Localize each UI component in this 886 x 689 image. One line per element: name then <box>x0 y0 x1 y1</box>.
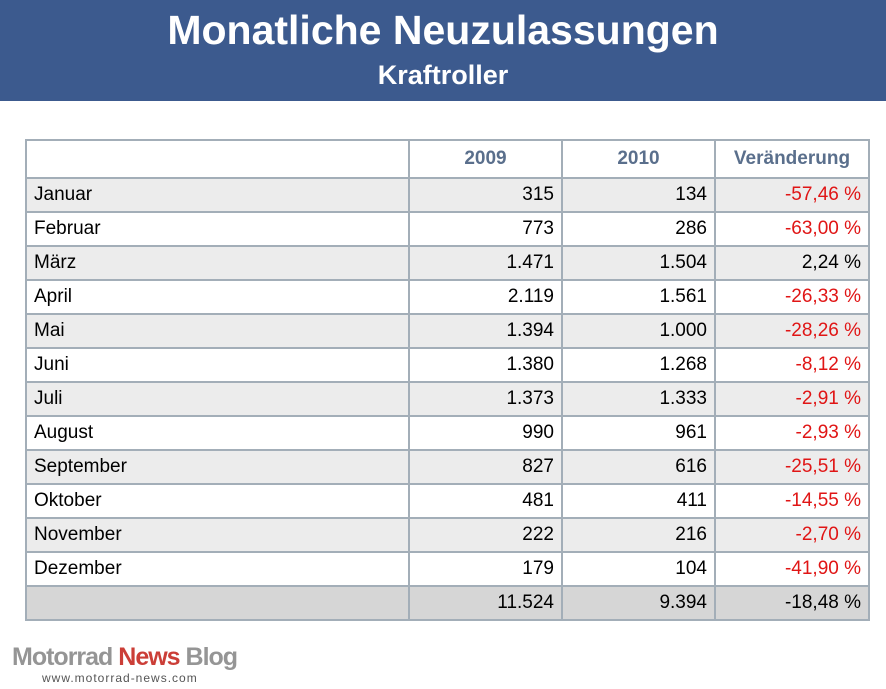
cell-change: -2,91 % <box>714 381 870 417</box>
cell-2010: 104 <box>561 551 716 587</box>
cell-2010: 1.268 <box>561 347 716 383</box>
cell-total-change: -18,48 % <box>714 585 870 621</box>
cell-month: März <box>25 245 410 281</box>
table-row: Dezember 179 104 -41,90 % <box>25 551 870 587</box>
cell-month: November <box>25 517 410 553</box>
watermark-brand-news: News <box>118 643 180 671</box>
page-title: Monatliche Neuzulassungen <box>167 7 719 53</box>
cell-2009: 315 <box>408 177 563 213</box>
cell-2010: 961 <box>561 415 716 451</box>
page-subtitle: Kraftroller <box>377 60 509 90</box>
cell-total-label <box>25 585 410 621</box>
cell-2009: 1.394 <box>408 313 563 349</box>
cell-month: August <box>25 415 410 451</box>
cell-2009: 827 <box>408 449 563 485</box>
table-total-row: 11.524 9.394 -18,48 % <box>25 585 870 621</box>
cell-change: -41,90 % <box>714 551 870 587</box>
watermark-brand-part3: Blog <box>179 643 239 671</box>
cell-2009: 990 <box>408 415 563 451</box>
cell-2010: 1.333 <box>561 381 716 417</box>
cell-2010: 411 <box>561 483 716 519</box>
cell-2010: 286 <box>561 211 716 247</box>
cell-month: Juni <box>25 347 410 383</box>
table-row: Februar 773 286 -63,00 % <box>25 211 870 247</box>
cell-change: -25,51 % <box>714 449 870 485</box>
watermark-logo: Motorrad News Blog www.motorrad-news.com <box>12 643 244 689</box>
table-row: Oktober 481 411 -14,55 % <box>25 483 870 519</box>
cell-month: Dezember <box>25 551 410 587</box>
cell-2009: 222 <box>408 517 563 553</box>
cell-month: Januar <box>25 177 410 213</box>
table-row: März 1.471 1.504 2,24 % <box>25 245 870 281</box>
column-header-2009: 2009 <box>408 139 563 179</box>
cell-change: -57,46 % <box>714 177 870 213</box>
cell-change: -63,00 % <box>714 211 870 247</box>
cell-2009: 481 <box>408 483 563 519</box>
table-row: August 990 961 -2,93 % <box>25 415 870 451</box>
cell-month: Mai <box>25 313 410 349</box>
cell-2009: 1.373 <box>408 381 563 417</box>
watermark-brand-part1: Motorrad <box>12 643 119 671</box>
column-header-month <box>25 139 410 179</box>
cell-2010: 1.561 <box>561 279 716 315</box>
cell-change: 2,24 % <box>714 245 870 281</box>
cell-2009: 179 <box>408 551 563 587</box>
cell-total-2009: 11.524 <box>408 585 563 621</box>
cell-2009: 2.119 <box>408 279 563 315</box>
column-header-change: Veränderung <box>714 139 870 179</box>
cell-2010: 616 <box>561 449 716 485</box>
cell-2010: 216 <box>561 517 716 553</box>
cell-month: September <box>25 449 410 485</box>
cell-total-2010: 9.394 <box>561 585 716 621</box>
cell-2009: 1.380 <box>408 347 563 383</box>
cell-2009: 773 <box>408 211 563 247</box>
table-row: November 222 216 -2,70 % <box>25 517 870 553</box>
cell-month: Februar <box>25 211 410 247</box>
cell-2010: 1.000 <box>561 313 716 349</box>
cell-month: Juli <box>25 381 410 417</box>
cell-change: -28,26 % <box>714 313 870 349</box>
table-row: September 827 616 -25,51 % <box>25 449 870 485</box>
table-row: Mai 1.394 1.000 -28,26 % <box>25 313 870 349</box>
table-header-row: 2009 2010 Veränderung <box>25 139 870 179</box>
cell-2010: 1.504 <box>561 245 716 281</box>
column-header-2010: 2010 <box>561 139 716 179</box>
cell-change: -14,55 % <box>714 483 870 519</box>
cell-month: Oktober <box>25 483 410 519</box>
header-banner: Monatliche Neuzulassungen Kraftroller <box>0 0 886 101</box>
cell-2009: 1.471 <box>408 245 563 281</box>
table-row: Juni 1.380 1.268 -8,12 % <box>25 347 870 383</box>
cell-change: -26,33 % <box>714 279 870 315</box>
table-row: Januar 315 134 -57,46 % <box>25 177 870 213</box>
cell-change: -8,12 % <box>714 347 870 383</box>
cell-month: April <box>25 279 410 315</box>
cell-change: -2,70 % <box>714 517 870 553</box>
table-row: April 2.119 1.561 -26,33 % <box>25 279 870 315</box>
watermark-brand: Motorrad News Blog <box>12 643 239 672</box>
cell-2010: 134 <box>561 177 716 213</box>
registrations-table: 2009 2010 Veränderung Januar 315 134 -57,46… <box>25 139 870 621</box>
table-row: Juli 1.373 1.333 -2,91 % <box>25 381 870 417</box>
watermark-url: www.motorrad-news.com <box>42 671 198 685</box>
cell-change: -2,93 % <box>714 415 870 451</box>
